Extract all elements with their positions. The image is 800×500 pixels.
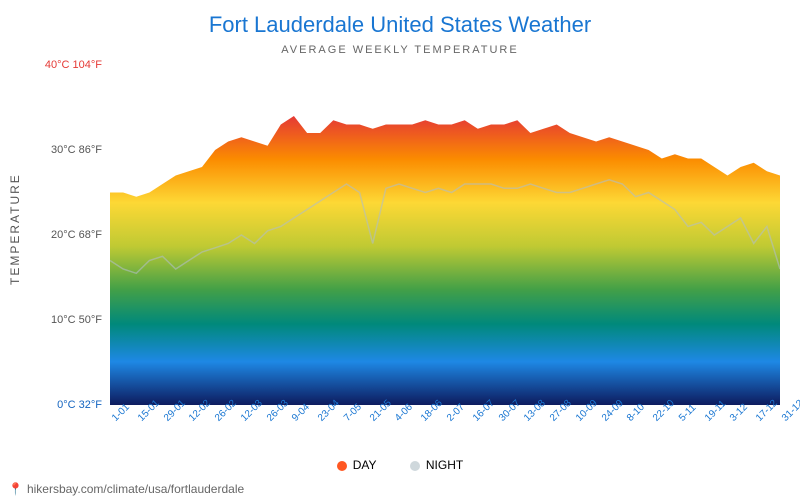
y-tick: 30°C 86°F xyxy=(51,144,102,156)
y-axis-label: TEMPERATURE xyxy=(8,185,22,285)
y-tick: 40°C 104°F xyxy=(45,59,102,71)
x-tick: 5-11 xyxy=(677,402,698,423)
y-tick: 0°C 32°F xyxy=(57,399,102,411)
x-tick: 8-10 xyxy=(625,402,647,424)
chart-title: Fort Lauderdale United States Weather xyxy=(0,0,800,38)
y-axis: TEMPERATURE 0°C 32°F10°C 50°F20°C 68°F30… xyxy=(0,65,110,405)
legend-item-day: DAY xyxy=(337,458,377,472)
x-tick: 3-12 xyxy=(728,402,750,424)
night-dot-icon xyxy=(410,461,420,471)
x-tick: 4-06 xyxy=(393,402,415,424)
x-tick: 31-12 xyxy=(780,398,800,424)
day-area xyxy=(110,116,780,405)
temperature-chart xyxy=(110,65,780,405)
x-tick: 9-04 xyxy=(290,402,312,424)
legend: DAY NIGHT xyxy=(0,458,800,472)
x-tick: 1-01 xyxy=(110,402,132,424)
x-tick: 2-07 xyxy=(445,402,467,424)
y-tick: 10°C 50°F xyxy=(51,314,102,326)
day-dot-icon xyxy=(337,461,347,471)
chart-plot-area xyxy=(110,65,780,405)
chart-subtitle: AVERAGE WEEKLY TEMPERATURE xyxy=(0,38,800,56)
map-pin-icon: 📍 xyxy=(8,482,23,496)
x-tick: 7-05 xyxy=(342,402,364,424)
footer-attribution: 📍hikersbay.com/climate/usa/fortlauderdal… xyxy=(8,482,244,496)
x-axis: 1-0115-0129-0112-0226-0212-0326-039-0423… xyxy=(110,408,780,448)
legend-item-night: NIGHT xyxy=(410,458,463,472)
y-tick: 20°C 68°F xyxy=(51,229,102,241)
